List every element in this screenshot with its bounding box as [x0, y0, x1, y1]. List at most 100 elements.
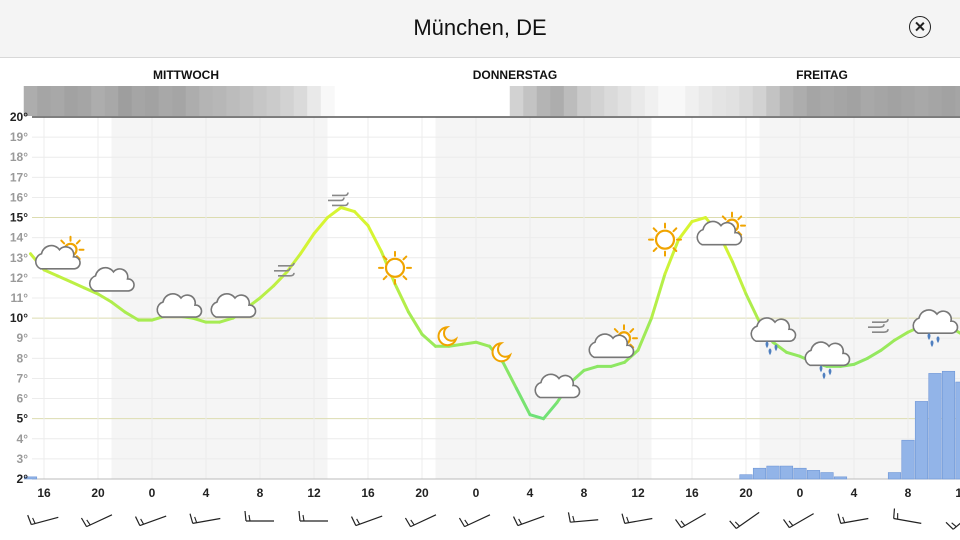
y-tick-label: 12°: [10, 271, 28, 285]
rain-drop: [819, 365, 823, 373]
precipitation-bar: [887, 472, 902, 480]
temperature-line-segment: [474, 340, 491, 348]
wind-barb-flag: [897, 513, 899, 520]
cloud-strip-cell: [698, 86, 713, 116]
cloud-shape: [912, 309, 959, 334]
temperature-line-segment: [339, 206, 356, 214]
cloud-strip-cell: [820, 86, 835, 116]
wind-barb-flag: [140, 518, 145, 525]
wind-barb-flag: [27, 514, 32, 525]
cloud-strip-cell: [320, 86, 335, 116]
x-tick-label: 4: [203, 486, 210, 500]
temperature-line-segment: [69, 280, 86, 290]
wind-barb-flag: [621, 513, 626, 524]
y-tick-label: 4°: [17, 432, 29, 446]
cloud-strip-cell: [901, 86, 916, 116]
y-tick-label: 14°: [10, 231, 28, 245]
cloud-strip-cell: [307, 86, 322, 116]
cloud-strip-cell: [563, 86, 578, 116]
sun-disc: [654, 229, 676, 250]
temperature-line-segment: [528, 413, 545, 421]
temperature-line-segment: [353, 210, 370, 228]
temperature-line-segment: [407, 310, 424, 336]
cloud-strip-cell: [91, 86, 106, 116]
moon-shape: [437, 326, 459, 347]
wind-barb-staff: [355, 515, 383, 527]
wind-barb-flag: [567, 512, 571, 523]
wind-barb-flag: [572, 515, 575, 522]
app-header: München, DE: [0, 0, 960, 58]
cloud-strip-cell: [239, 86, 254, 116]
temperature-line-segment: [42, 268, 59, 278]
rain-drop: [936, 336, 940, 344]
temperature-line-segment: [326, 206, 343, 220]
temperature-line-segment: [852, 356, 869, 366]
cloud-shape: [804, 341, 851, 367]
wind-barb: [621, 513, 653, 524]
temperature-line-segment: [582, 364, 599, 372]
x-tick-label: 4: [527, 486, 534, 500]
wind-barb-flag: [675, 519, 682, 528]
temperature-line-segment: [690, 216, 707, 224]
cloud-strip-cell: [725, 86, 740, 116]
x-tick-label: 12: [307, 486, 321, 500]
wind-stroke: [872, 319, 889, 323]
wind-icon: [868, 319, 889, 333]
wind-barb: [512, 515, 545, 527]
x-tick-label: 20: [91, 486, 105, 500]
wind-barb: [837, 513, 869, 524]
wind-barb-flag: [783, 519, 790, 528]
wind-barb-staff: [192, 517, 221, 524]
x-tick-label: 8: [257, 486, 264, 500]
x-tick-label: 12: [631, 486, 645, 500]
temperature-line-segment: [447, 342, 464, 348]
cloud-strip-cell: [226, 86, 241, 116]
temperature-line-segment: [636, 316, 653, 352]
wind-barb: [567, 512, 599, 523]
x-tick-label: 8: [905, 486, 912, 500]
temperature-line-segment: [420, 332, 437, 348]
temperature-line-segment: [542, 401, 559, 421]
cloud-strip-cell: [779, 86, 794, 116]
precipitation-bar: [955, 381, 960, 480]
temperature-line-segment: [677, 220, 694, 242]
temperature-line-segment: [83, 286, 100, 296]
day-label: DONNERSTAG: [473, 68, 557, 82]
wind-barb: [675, 513, 706, 529]
cloud-strip-cell: [617, 86, 632, 116]
wind-stroke: [278, 272, 295, 277]
wind-barb-staff: [570, 519, 599, 523]
wind-stroke: [332, 192, 349, 197]
wind-barb: [783, 513, 814, 529]
rain-drop: [765, 341, 769, 349]
cloud-strip-cell: [887, 86, 902, 116]
cloud-strip-cell: [550, 86, 565, 116]
wind-barb-staff: [840, 517, 869, 524]
close-icon[interactable]: [909, 16, 931, 38]
cloud-icon: [88, 266, 135, 292]
cloud-strip-cell: [158, 86, 173, 116]
x-tick-label: 4: [851, 486, 858, 500]
rain-drop: [930, 340, 934, 348]
sun-ray: [402, 275, 408, 281]
cloud-strip-cell: [172, 86, 187, 116]
cloud-strip-cell: [536, 86, 551, 116]
temperature-line-segment: [110, 300, 127, 314]
precipitation-bar: [793, 467, 807, 480]
temperature-line-segment: [609, 360, 626, 368]
x-tick-label: 0: [473, 486, 480, 500]
precipitation-bar: [766, 465, 780, 480]
wind-barb-flag: [80, 517, 88, 527]
wind-barb-staff: [464, 514, 491, 528]
wind-barb-flag: [512, 516, 519, 526]
wind-barb-flag: [837, 513, 842, 524]
wind-barb-staff: [139, 515, 167, 527]
temperature-line-segment: [650, 272, 667, 320]
wind-barb-staff: [31, 516, 59, 526]
cloud-shape: [750, 317, 797, 342]
x-tick-label: 16: [361, 486, 375, 500]
cloud-strip-cell: [212, 86, 227, 116]
partly-cloudy-day-icon: [34, 235, 85, 270]
rain-drop: [822, 372, 826, 380]
temperature-chart: MITTWOCH DONNERSTAG FREITAG 2° 3° 4° 5° 6° 7° 8°…: [10, 68, 960, 530]
